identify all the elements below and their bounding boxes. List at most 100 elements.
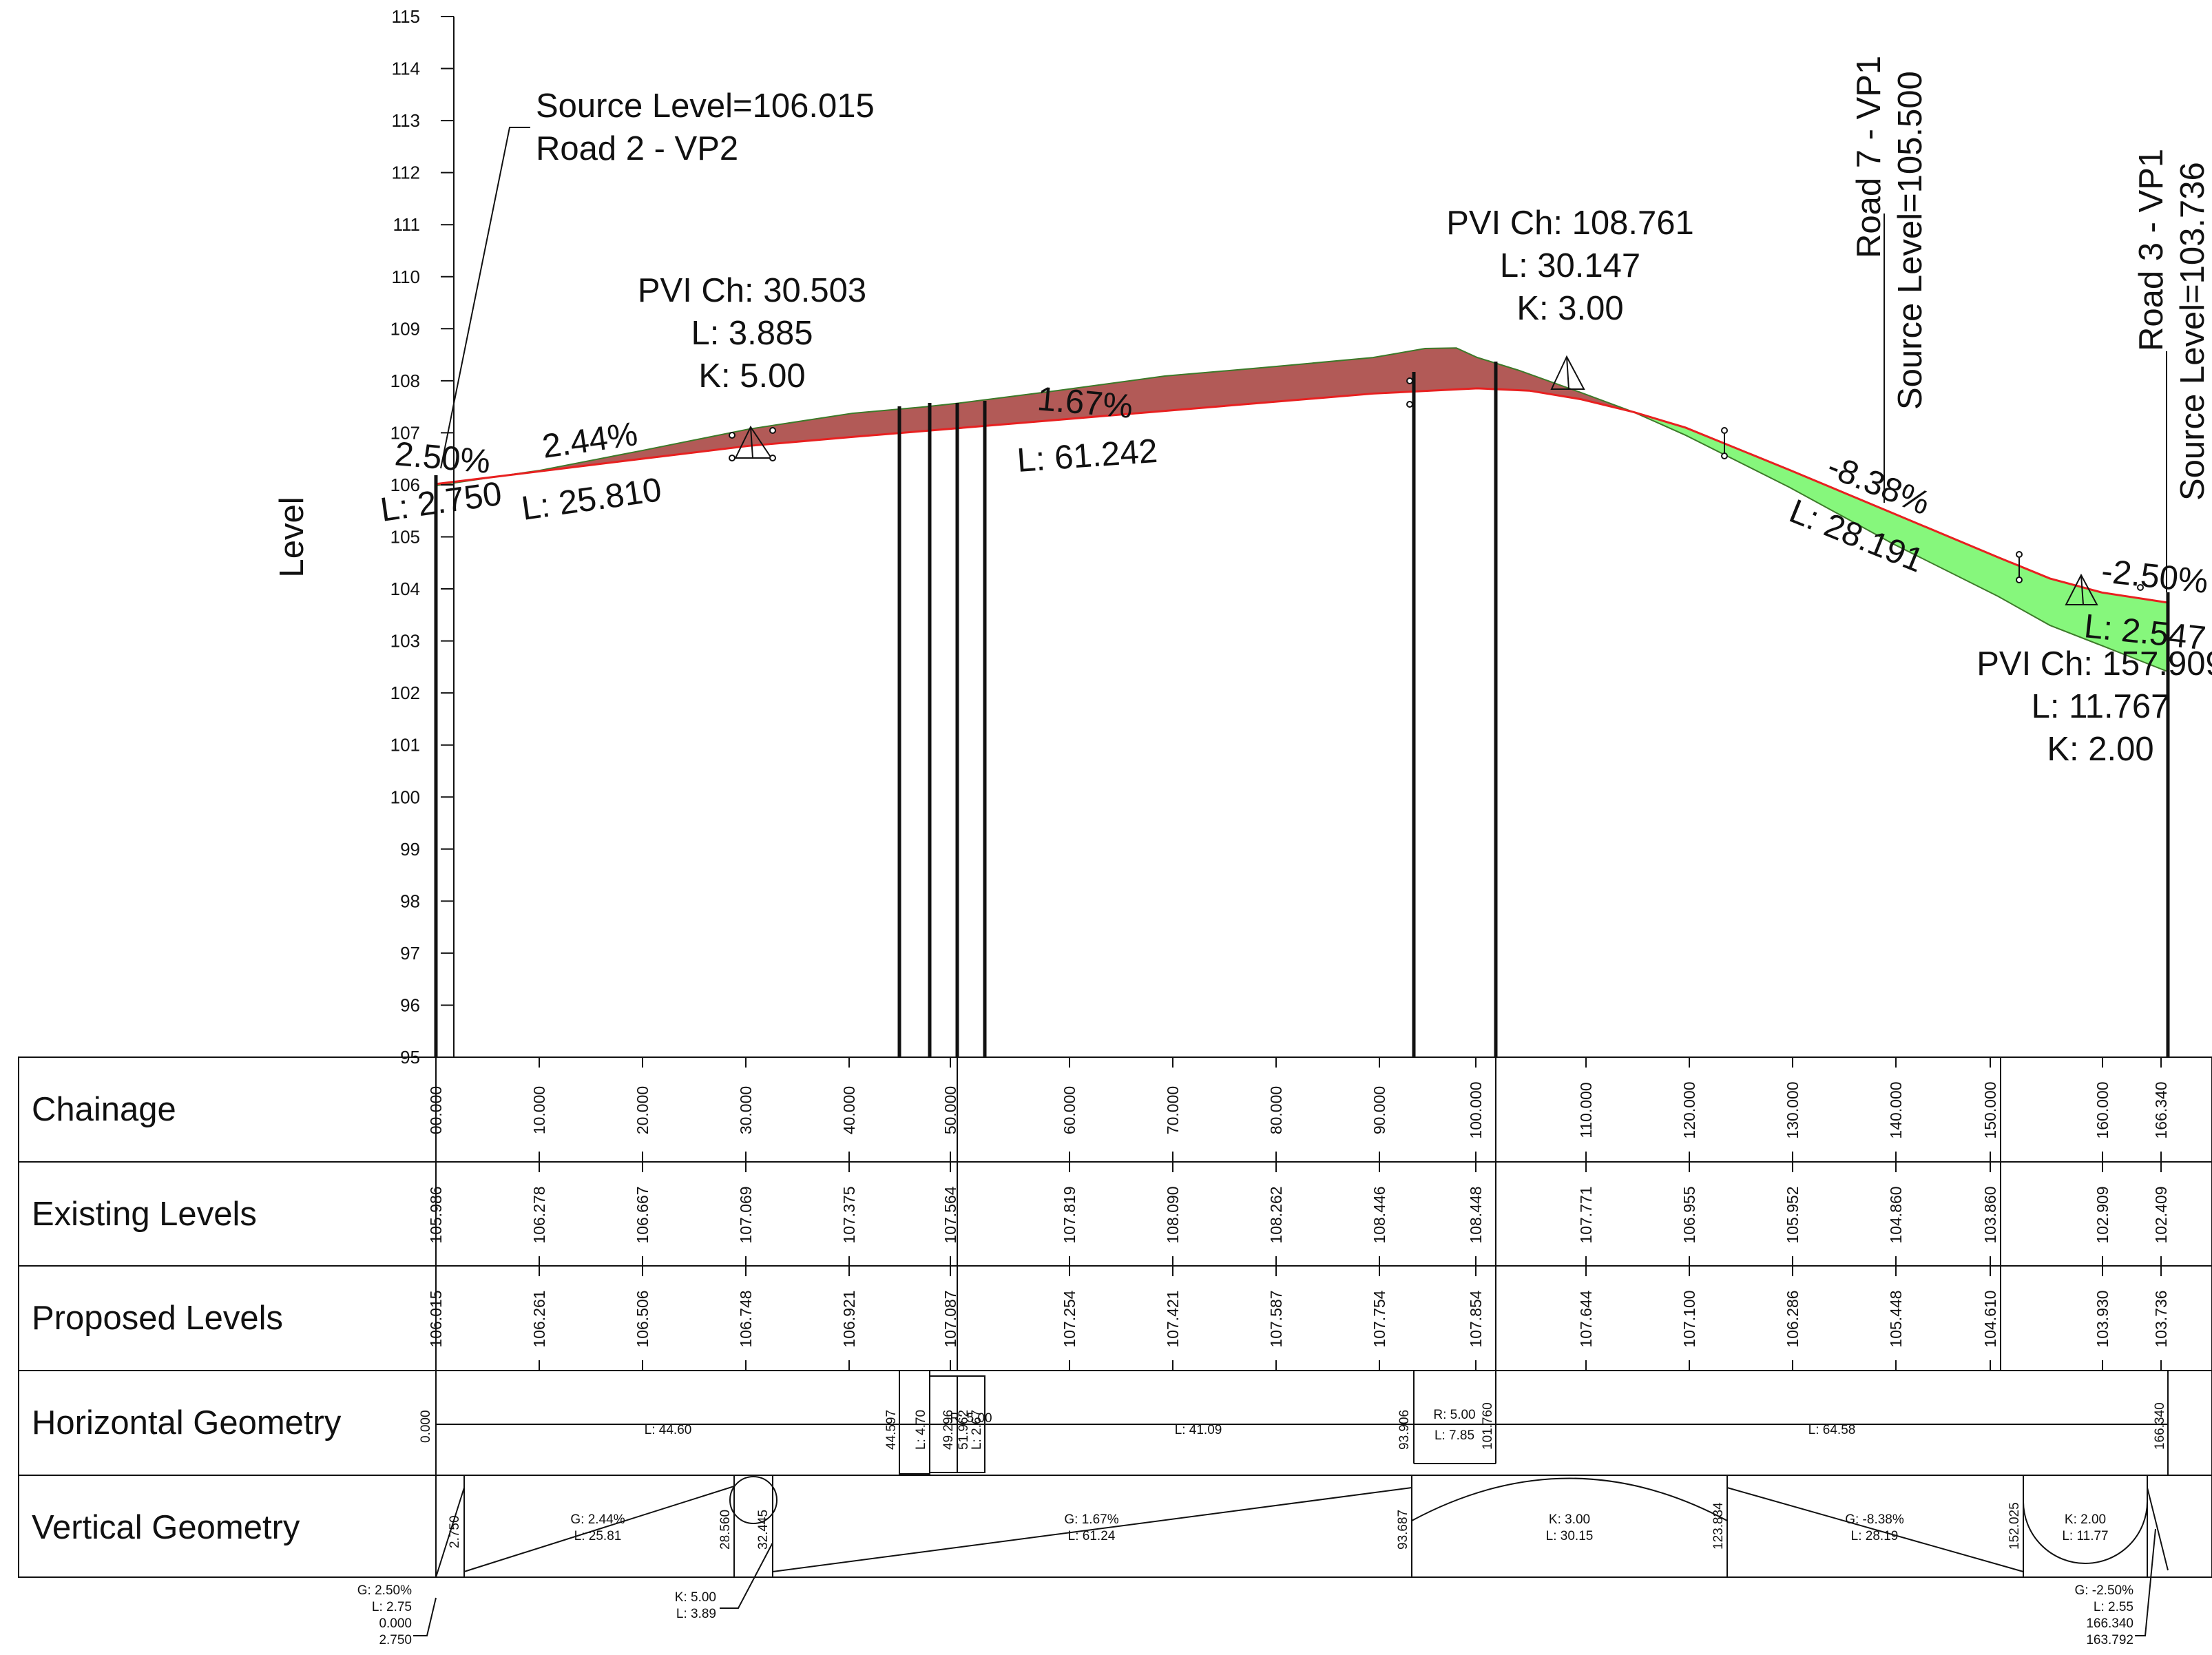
chainage-value: 10.000 [530,1086,548,1134]
proposed-level-value: 107.644 [1577,1290,1595,1347]
vertical-length: L: 28.19 [1851,1529,1899,1543]
level-tick-label: 103 [390,631,420,652]
proposed-level-value: 107.421 [1164,1290,1182,1347]
level-tick-label: 102 [390,683,420,703]
chainage-value: 140.000 [1887,1081,1905,1138]
vertical-length: L: 30.15 [1546,1529,1594,1543]
horizontal-length: L: 44.60 [645,1423,692,1437]
level-ticks: 115 114 113 112 111 110 109 108 107 106 105 104 103 1… [390,6,454,1068]
source-level-label: Source Level=106.015 [536,87,875,125]
row-title-horizontal: Horizontal Geometry [32,1404,342,1441]
vertical-chainage: 32.445 [756,1510,771,1550]
horizontal-chainage: 49.296 [941,1410,956,1450]
horizontal-chainage: 44.597 [884,1410,899,1450]
existing-level-value: 108.090 [1164,1186,1182,1243]
horizontal-length: L: 7.85 [1434,1428,1474,1443]
level-tick-label: 112 [392,163,420,183]
chainage-value: 20.000 [634,1086,651,1134]
chainage-value: 130.000 [1784,1081,1802,1138]
level-tick-label: 99 [400,839,420,860]
footnote-text: L: 3.89 [676,1607,716,1621]
existing-level-value: 106.955 [1680,1186,1698,1243]
chainage-value: 160.000 [2094,1081,2111,1138]
vertical-chainage: 93.687 [1396,1510,1410,1550]
existing-level-value: 104.860 [1887,1186,1905,1243]
vertical-chainage: 28.560 [718,1510,733,1550]
footnote-text: 0.000 [379,1616,412,1631]
proposed-level-value: 105.448 [1887,1290,1905,1347]
chainage-value: 100.000 [1467,1081,1485,1138]
level-tick-label: 100 [390,787,420,807]
existing-level-value: 108.262 [1267,1186,1285,1243]
existing-level-value: 107.069 [737,1186,755,1243]
row-title-chainage: Chainage [32,1091,176,1128]
level-tick-label: 108 [390,371,420,391]
footnote-text: K: 5.00 [675,1590,716,1605]
chainage-value: 90.000 [1370,1086,1388,1134]
horizontal-chainage: 101.760 [1481,1402,1495,1450]
proposed-level-value: 106.261 [530,1290,548,1347]
vertical-length: L: 61.24 [1068,1529,1116,1543]
proposed-level-value: 107.587 [1267,1290,1285,1347]
level-tick-label: 111 [393,214,420,235]
pvi-chainage-label: PVI Ch: 157.909 [1976,645,2212,683]
pvi-length-label: L: 11.767 [2032,688,2170,725]
horizontal-length: L: 2.67 [970,1410,984,1450]
existing-level-value: 108.446 [1370,1186,1388,1243]
length-label: L: 25.810 [519,471,664,528]
horizontal-length: L: 64.58 [1808,1423,1856,1437]
vertical-length: L: 25.81 [574,1529,622,1543]
vertical-grade: G: 2.44% [570,1512,625,1527]
footnote-mid: K: 5.00 L: 3.89 [675,1590,716,1621]
existing-level-value: 105.986 [427,1186,445,1243]
proposed-level-value: 107.087 [941,1290,959,1347]
proposed-level-value: 106.748 [737,1290,755,1347]
proposed-level-value: 107.254 [1061,1290,1078,1347]
proposed-level-value: 106.286 [1784,1290,1802,1347]
existing-level-value: 106.667 [634,1186,651,1243]
pvi-marker-icon [729,425,776,461]
road7-source-label: Source Level=105.500 [1892,71,1929,410]
footnote-left: G: 2.50% L: 2.75 0.000 2.750 [357,1583,412,1647]
footnote-text: 166.340 [2086,1616,2133,1631]
profile-plot: 115 114 113 112 111 110 109 108 107 106 105 104 103 1… [273,6,2212,1068]
horizontal-length: L: 41.09 [1175,1423,1222,1437]
vertical-k: K: 3.00 [1549,1512,1590,1527]
vertical-chainage: 152.025 [2007,1502,2022,1550]
existing-level-value: 102.909 [2094,1186,2111,1243]
chainage-value: 150.000 [1981,1081,1999,1138]
pvi-chainage-label: PVI Ch: 108.761 [1446,205,1694,242]
existing-level-value: 107.564 [941,1186,959,1243]
grade-label: -2.50% [2100,552,2210,601]
chainage-value: 70.000 [1164,1086,1182,1134]
pvi-chainage-label: PVI Ch: 30.503 [638,272,866,309]
footnote-text: 163.792 [2086,1633,2133,1647]
pvi-k-label: K: 2.00 [2047,731,2153,768]
chainage-value: 80.000 [1267,1086,1285,1134]
source-leader-line [440,127,530,469]
level-tick-label: 101 [390,735,420,756]
proposed-level-value: 103.930 [2094,1290,2111,1347]
existing-level-value: 107.819 [1061,1186,1078,1243]
table-row-titles: Chainage Existing Levels Proposed Levels… [32,1091,342,1546]
chainage-value: 00.000 [427,1086,445,1134]
proposed-level-value: 107.854 [1467,1290,1485,1347]
source-road-label: Road 2 - VP2 [536,130,738,167]
existing-level-value: 102.409 [2152,1186,2170,1243]
existing-level-value: 107.375 [840,1186,858,1243]
level-tick-label: 113 [392,110,420,131]
level-tick-label: 105 [390,527,420,548]
chainage-value: 40.000 [840,1086,858,1134]
vertical-grade: G: -8.38% [1845,1512,1904,1527]
chainage-value: 120.000 [1680,1081,1698,1138]
level-axis-label: Level [273,497,311,577]
level-tick-label: 96 [400,995,420,1015]
data-table [18,1057,2212,1578]
chainage-value: 110.000 [1577,1082,1595,1138]
level-tick-label: 107 [390,422,420,443]
row-title-existing: Existing Levels [32,1196,257,1233]
level-tick-label: 97 [400,943,420,964]
footnote-text: L: 2.75 [372,1600,412,1614]
level-tick-label: 115 [392,6,420,27]
footnote-text: L: 2.55 [2094,1600,2133,1614]
